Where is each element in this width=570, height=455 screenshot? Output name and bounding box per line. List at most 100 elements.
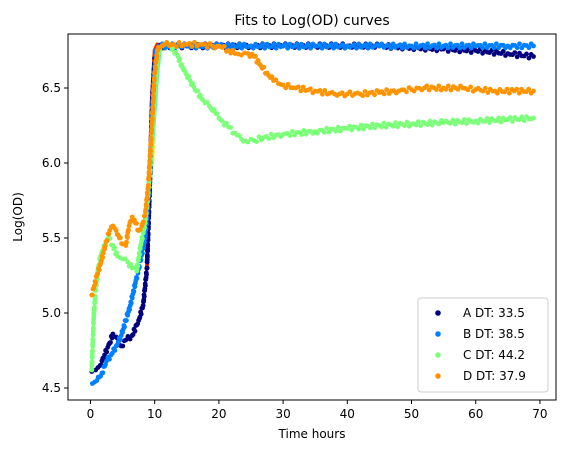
data-point [491, 45, 497, 51]
data-point [144, 272, 149, 277]
legend-marker [435, 331, 441, 337]
x-tick-label: 70 [532, 407, 547, 421]
data-point [89, 366, 95, 372]
data-point [436, 83, 442, 89]
legend-marker [435, 310, 441, 316]
data-point [305, 42, 311, 47]
data-point [319, 45, 325, 51]
data-point [384, 87, 389, 93]
data-point [483, 85, 488, 91]
data-point [485, 90, 491, 95]
data-point [192, 39, 197, 45]
data-point [239, 45, 245, 51]
data-point [262, 45, 268, 51]
data-point [390, 123, 396, 129]
data-point [517, 41, 522, 47]
data-point [521, 118, 527, 124]
data-point [531, 54, 536, 59]
data-point [464, 121, 469, 126]
data-point [271, 41, 277, 47]
data-point [356, 41, 362, 47]
data-point [317, 88, 323, 93]
data-point [322, 129, 327, 135]
legend-box [417, 297, 549, 393]
data-point [104, 349, 110, 355]
data-point [531, 115, 536, 121]
data-point [100, 250, 106, 256]
data-point [90, 344, 96, 349]
data-point [273, 45, 279, 51]
data-point [445, 49, 451, 54]
data-point [127, 307, 132, 313]
axes-frame [67, 33, 557, 401]
data-point [90, 292, 95, 298]
data-point [427, 118, 433, 124]
data-point [393, 120, 398, 125]
data-point [461, 117, 467, 122]
data-point [452, 121, 458, 127]
data-point [145, 243, 151, 249]
data-point [434, 45, 440, 51]
x-tick-label: 30 [275, 407, 290, 421]
data-point [531, 88, 536, 94]
data-point [347, 89, 353, 95]
data-point [358, 122, 364, 128]
data-point [468, 50, 474, 55]
data-point [296, 45, 302, 51]
data-point [491, 52, 497, 57]
data-point [228, 125, 234, 130]
legend-label: C DT: 44.2 [463, 348, 525, 362]
data-point [268, 131, 274, 137]
series-d [89, 39, 536, 298]
data-points [89, 39, 536, 386]
data-point [151, 83, 157, 89]
data-point [468, 45, 474, 51]
data-point [480, 45, 485, 51]
data-point [487, 120, 492, 125]
data-point [132, 328, 138, 334]
x-tick-label: 60 [468, 407, 483, 421]
data-point [102, 243, 108, 249]
data-point [459, 41, 465, 47]
data-point [145, 192, 150, 198]
data-point [250, 45, 256, 51]
legend-marker [435, 352, 441, 358]
data-point [129, 295, 135, 301]
data-point [404, 89, 409, 95]
data-point [351, 42, 357, 48]
data-point [143, 203, 149, 209]
data-point [413, 41, 419, 47]
data-point [140, 303, 146, 308]
data-point [125, 235, 130, 241]
data-point [322, 88, 328, 93]
data-point [93, 280, 98, 286]
data-point [289, 129, 295, 134]
data-point [443, 86, 449, 92]
data-point [225, 41, 231, 47]
data-point [287, 133, 293, 139]
data-point [283, 42, 288, 47]
data-point [299, 132, 304, 137]
data-point [189, 44, 195, 49]
data-point [362, 89, 368, 94]
data-point [143, 283, 148, 288]
data-point [131, 289, 137, 295]
data-point [320, 91, 325, 97]
data-point [413, 122, 419, 128]
data-point [92, 300, 98, 306]
data-point [126, 227, 131, 233]
data-point [149, 117, 155, 122]
data-point [104, 238, 110, 243]
data-point [176, 40, 182, 45]
data-point [221, 43, 227, 49]
y-tick-label: 5.5 [42, 231, 61, 245]
data-point [254, 139, 259, 145]
data-point [146, 183, 151, 188]
data-point [510, 119, 515, 124]
x-axis-label: Time hours [278, 427, 346, 441]
data-point [148, 137, 154, 143]
data-point [328, 42, 334, 47]
x-tick-label: 50 [404, 407, 419, 421]
x-axis-ticks: 0 10 20 30 40 50 60 70 [87, 400, 548, 421]
data-point [141, 219, 146, 225]
